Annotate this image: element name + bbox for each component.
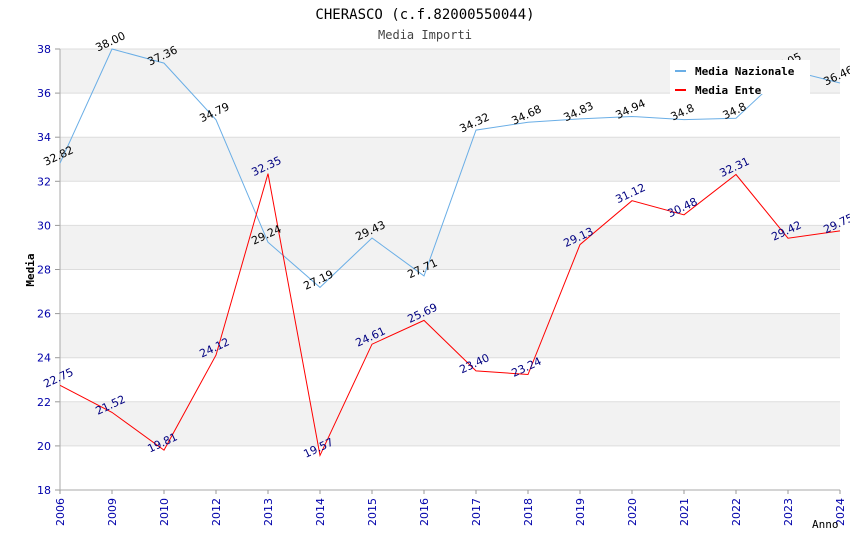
- y-tick-label: 26: [37, 308, 51, 321]
- data-label: 23.24: [509, 355, 543, 380]
- data-label: 34.94: [613, 97, 647, 122]
- data-label: 34.8: [669, 101, 697, 123]
- y-tick-label: 18: [37, 484, 51, 497]
- y-tick-label: 30: [37, 219, 51, 232]
- x-tick-label: 2010: [158, 498, 171, 526]
- axes: [59, 49, 840, 491]
- x-axis-label: Anno: [812, 518, 839, 531]
- x-tick-label: 2018: [522, 498, 535, 526]
- legend-label: Media Ente: [695, 84, 762, 97]
- x-tick-label: 2021: [678, 498, 691, 526]
- data-label: 34.83: [561, 99, 595, 124]
- series-line-media-ente: [59, 173, 841, 458]
- x-tick-label: 2016: [418, 498, 431, 526]
- x-tick-label: 2006: [54, 498, 67, 526]
- x-tick-label: 2023: [782, 498, 795, 526]
- data-label: 34.68: [509, 102, 543, 127]
- background-band: [60, 225, 840, 270]
- y-tick-label: 32: [37, 175, 51, 188]
- x-tick-label: 2024: [834, 498, 847, 526]
- y-tick-label: 22: [37, 396, 51, 409]
- chart-subtitle: Media Importi: [378, 28, 472, 42]
- data-label: 27.19: [301, 268, 335, 293]
- y-tick-labels: 18 20 22 24 26 28 30 32 34 36 38: [37, 43, 51, 497]
- x-tick-label: 2020: [626, 498, 639, 526]
- chart-title: CHERASCO (c.f.82000550044): [315, 7, 534, 23]
- x-tick-label: 2017: [470, 498, 483, 526]
- x-tick-label: 2012: [210, 498, 223, 526]
- y-tick-label: 36: [37, 87, 51, 100]
- y-tick-label: 20: [37, 440, 51, 453]
- x-tick-labels: 2006 2009 2010 2012 2013 2014 2015 2016 2017 2018…: [54, 490, 847, 526]
- series-line-media-nazionale: [59, 48, 841, 289]
- x-tick-label: 2015: [366, 498, 379, 526]
- legend: Media Nazionale Media Ente: [670, 60, 810, 97]
- legend-label: Media Nazionale: [695, 65, 795, 78]
- data-label: 34.79: [197, 100, 231, 125]
- data-label: 34.32: [457, 110, 491, 135]
- x-tick-label: 2013: [262, 498, 275, 526]
- x-tick-label: 2014: [314, 498, 327, 526]
- y-tick-label: 38: [37, 43, 51, 56]
- x-tick-label: 2019: [574, 498, 587, 526]
- data-label: 22.75: [41, 366, 75, 391]
- y-axis-label: Media: [24, 253, 37, 286]
- x-tick-label: 2009: [106, 498, 119, 526]
- legend-box: [670, 60, 810, 94]
- series-lines: [59, 48, 841, 458]
- background-band: [60, 313, 840, 358]
- y-tick-label: 24: [37, 352, 51, 365]
- background-band: [60, 401, 840, 446]
- x-tick-label: 2022: [730, 498, 743, 526]
- plot-background-bands: [60, 49, 840, 446]
- gridlines: [55, 48, 840, 491]
- data-label: 30.48: [665, 195, 699, 220]
- y-tick-label: 28: [37, 264, 51, 277]
- y-tick-label: 34: [37, 131, 51, 144]
- data-label: 34.8: [721, 100, 749, 122]
- background-band: [60, 137, 840, 182]
